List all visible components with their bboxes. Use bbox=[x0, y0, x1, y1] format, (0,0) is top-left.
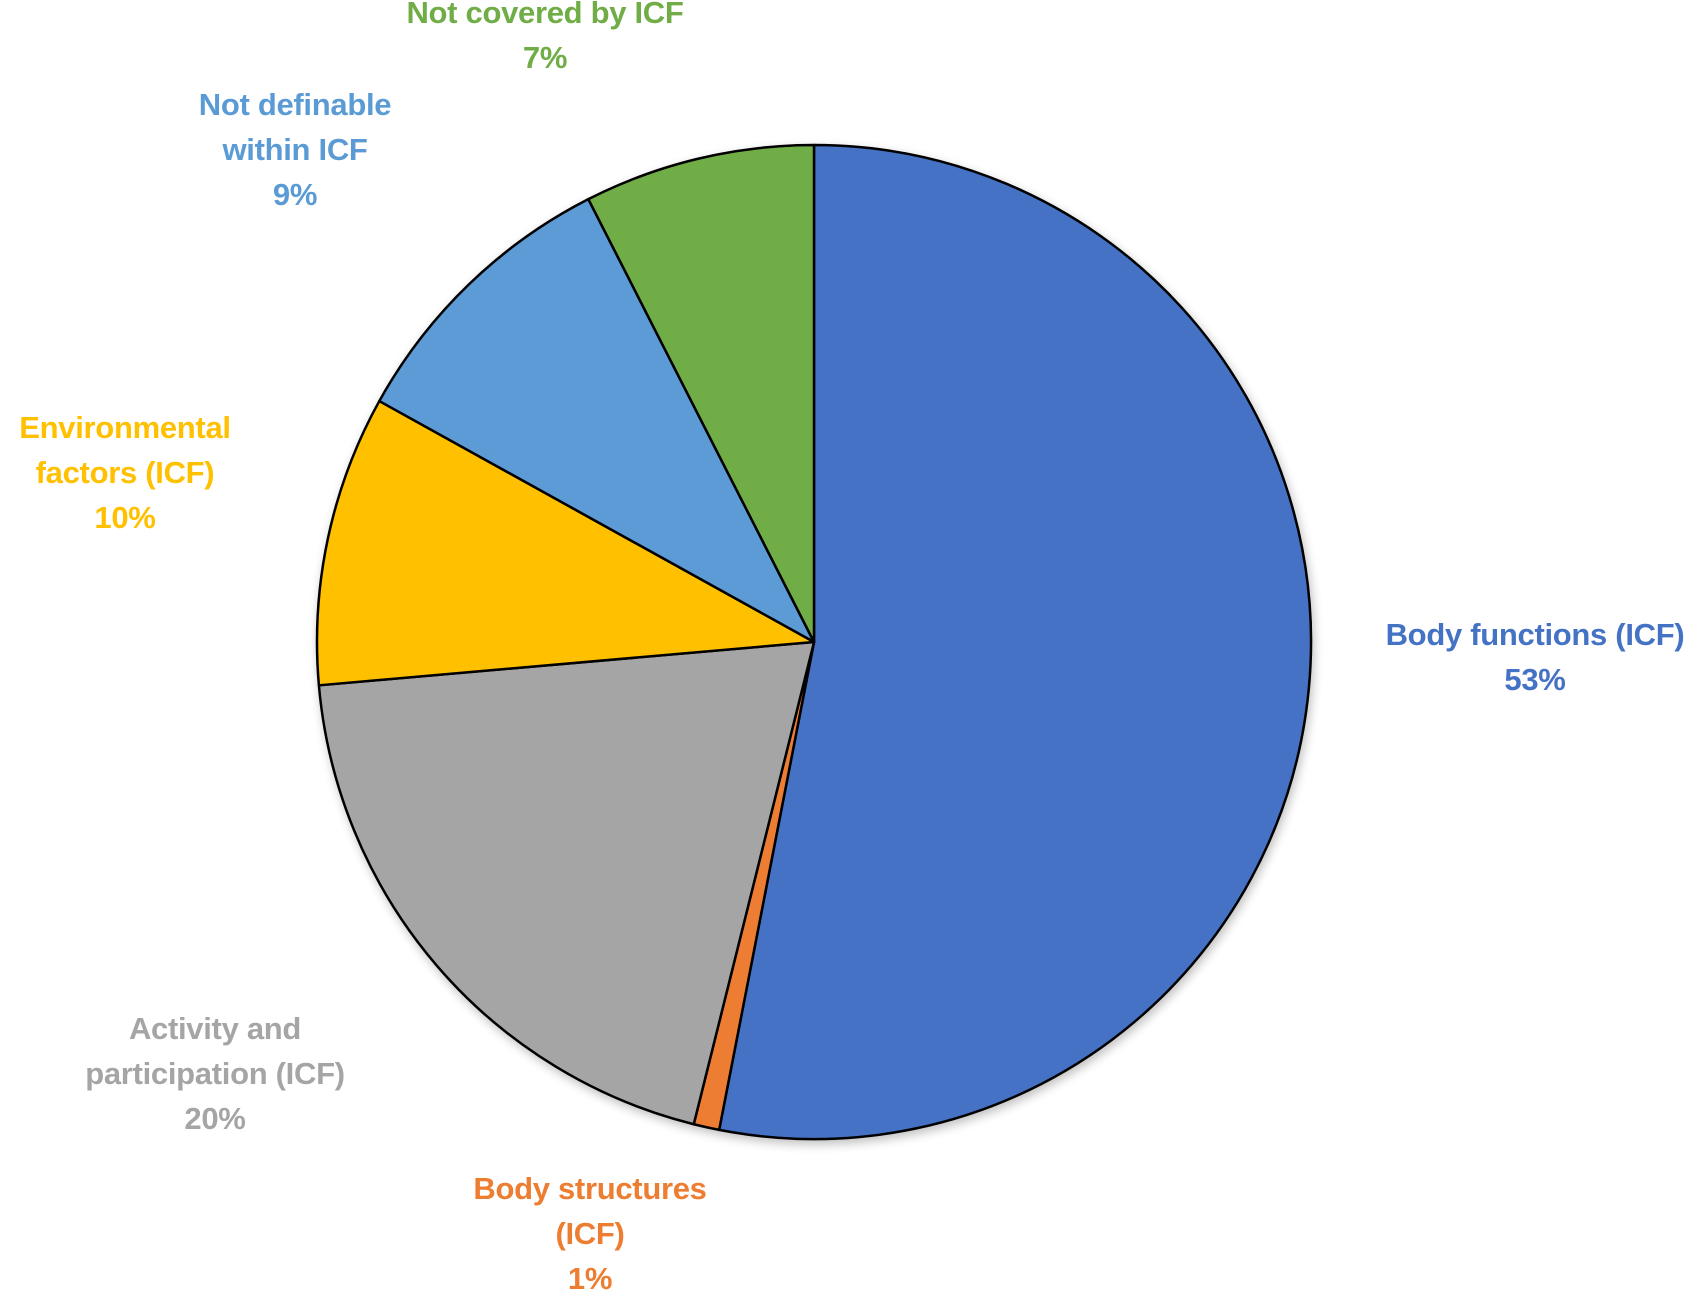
label-not-covered-pct: 7% bbox=[522, 40, 568, 75]
label-body-structures-line1: Body structures bbox=[473, 1171, 707, 1206]
label-activity-pct: 20% bbox=[184, 1101, 246, 1136]
pie-slice-environmental-factors bbox=[315, 399, 816, 687]
label-body-structures-line2: (ICF) bbox=[555, 1216, 625, 1251]
label-environmental-line2: factors (ICF) bbox=[35, 455, 215, 490]
label-body-functions-name: Body functions (ICF) bbox=[1385, 617, 1685, 652]
label-body-functions-pct: 53% bbox=[1504, 662, 1566, 697]
label-activity-participation: Activity and participation (ICF) 20% bbox=[50, 1006, 380, 1141]
label-not-definable: Not definable within ICF 9% bbox=[130, 82, 460, 217]
pie-slice-body-functions bbox=[717, 143, 1313, 1141]
label-not-definable-pct: 9% bbox=[272, 177, 318, 212]
label-not-definable-line1: Not definable bbox=[198, 87, 392, 122]
label-environmental-factors: Environmental factors (ICF) 10% bbox=[0, 405, 270, 540]
label-environmental-pct: 10% bbox=[94, 500, 156, 535]
pie-slice-activity-participation bbox=[317, 640, 816, 1126]
label-not-covered-name: Not covered by ICF bbox=[406, 0, 684, 30]
label-activity-line1: Activity and bbox=[128, 1011, 302, 1046]
label-not-definable-line2: within ICF bbox=[222, 132, 368, 167]
label-body-structures: Body structures (ICF) 1% bbox=[440, 1166, 740, 1301]
pie-slice-not-definable bbox=[378, 197, 816, 644]
pie-slice-not-covered bbox=[587, 143, 816, 644]
label-activity-line2: participation (ICF) bbox=[85, 1056, 345, 1091]
label-not-covered: Not covered by ICF 7% bbox=[370, 0, 720, 80]
label-environmental-line1: Environmental bbox=[19, 410, 231, 445]
label-body-functions: Body functions (ICF) 53% bbox=[1350, 612, 1700, 702]
label-body-structures-pct: 1% bbox=[567, 1261, 613, 1296]
